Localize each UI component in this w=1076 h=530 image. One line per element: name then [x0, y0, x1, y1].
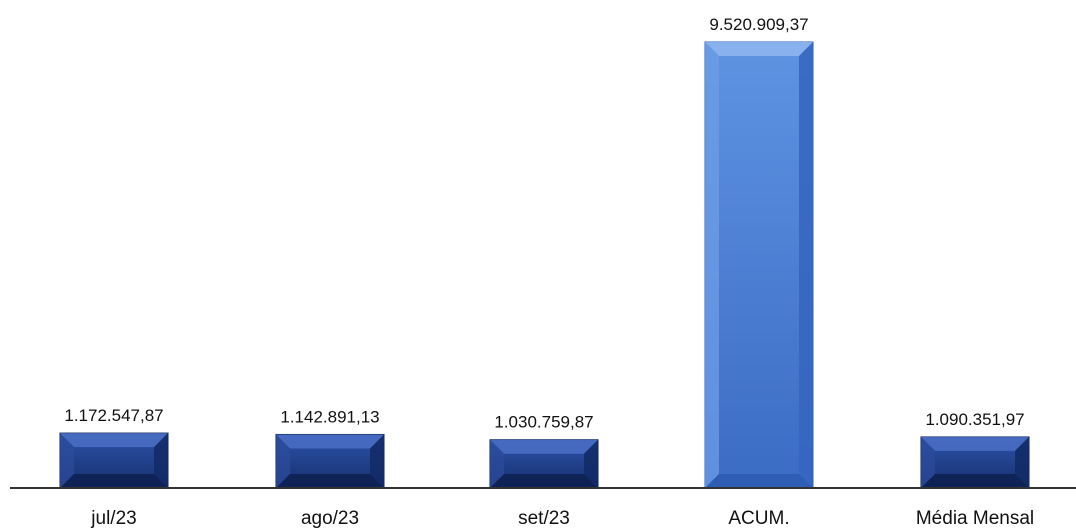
bar-bevel-bottom-media-mensal [921, 474, 1029, 488]
bar-bevel-bottom-acum [705, 474, 813, 488]
value-label-set-23: 1.030.759,87 [494, 413, 593, 432]
value-label-media-mensal: 1.090.351,97 [925, 410, 1024, 429]
value-label-acum: 9.520.909,37 [709, 15, 808, 34]
bar-bevel-right-ago-23 [370, 434, 384, 488]
bar-bevel-right-set-23 [584, 439, 598, 488]
bar-bevel-right-jul-23 [154, 433, 168, 488]
value-label-ago-23: 1.142.891,13 [280, 407, 379, 426]
bar-acum [704, 41, 814, 489]
category-label-set-23: set/23 [518, 508, 570, 529]
category-label-ago-23: ago/23 [301, 508, 359, 529]
bar-bevel-left-jul-23 [60, 433, 74, 488]
bar-bevel-bottom-set-23 [490, 474, 598, 488]
bar-bevel-top-acum [705, 42, 813, 56]
bar-bevel-top-set-23 [490, 439, 598, 454]
bar-bevel-left-acum [705, 42, 719, 488]
bar-bevel-bottom-jul-23 [60, 474, 168, 488]
bars-layer [59, 41, 1030, 489]
bar-jul-23 [59, 432, 169, 489]
value-label-jul-23: 1.172.547,87 [64, 406, 163, 425]
category-label-media-mensal: Média Mensal [916, 508, 1034, 529]
category-label-jul-23: jul/23 [90, 508, 136, 529]
bar-bevel-bottom-ago-23 [276, 474, 384, 488]
bar-bevel-top-ago-23 [276, 434, 384, 449]
category-label-acum: ACUM. [728, 508, 789, 529]
bar-bevel-top-jul-23 [60, 433, 168, 448]
bar-bevel-left-set-23 [490, 439, 504, 488]
bar-body-acum [704, 41, 814, 489]
bar-media-mensal [920, 436, 1030, 489]
bar-ago-23 [275, 433, 385, 489]
bar-set-23 [489, 439, 599, 489]
value-labels-layer: 1.172.547,87 1.142.891,13 1.030.759,87 9.52… [64, 15, 1024, 432]
bar-bevel-left-media-mensal [921, 436, 935, 488]
category-labels-layer: jul/23 ago/23 set/23 ACUM. Média Mensal [90, 508, 1034, 529]
bar-bevel-top-media-mensal [921, 436, 1029, 451]
bar-bevel-right-acum [799, 42, 813, 488]
bar-bevel-left-ago-23 [276, 434, 290, 488]
bar-bevel-right-media-mensal [1015, 436, 1029, 488]
